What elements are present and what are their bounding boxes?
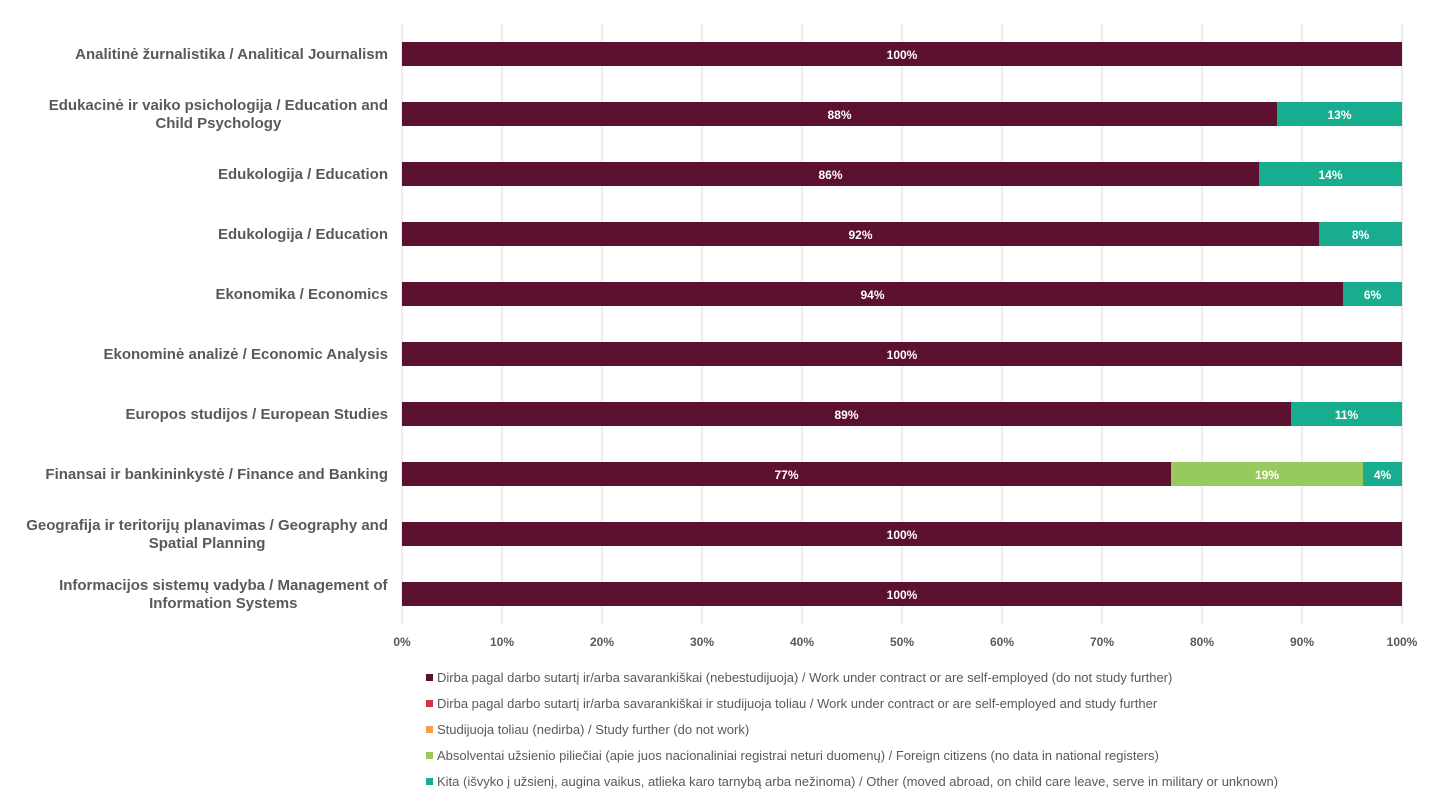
bar-segment xyxy=(1259,162,1402,186)
bar-segment xyxy=(402,522,1402,546)
x-axis-ticks: 0% 10% 20% 30% 40% 50% 60% 70% 80% 90% 100% xyxy=(393,635,1417,649)
bar-segment xyxy=(1319,222,1402,246)
x-tick-label: 20% xyxy=(590,635,614,649)
legend-swatch xyxy=(426,673,433,681)
legend-swatch xyxy=(426,751,433,759)
x-tick-label: 70% xyxy=(1090,635,1114,649)
data-label: 8% xyxy=(1352,228,1370,242)
bar-segment xyxy=(402,462,1171,486)
data-label: 92% xyxy=(848,228,872,242)
bars xyxy=(402,42,1402,606)
category-label: Ekonominė analizė / Economic Analysis xyxy=(103,346,388,363)
data-label: 86% xyxy=(818,168,842,182)
data-label: 100% xyxy=(887,348,918,362)
category-label: Edukacinė ir vaiko psichologija / Educat… xyxy=(49,97,388,132)
bar-segment xyxy=(402,282,1343,306)
bar-segment xyxy=(402,222,1319,246)
x-tick-label: 40% xyxy=(790,635,814,649)
legend-item: Studijuoja toliau (nedirba) / Study furt… xyxy=(426,716,1278,742)
data-label: 4% xyxy=(1374,468,1392,482)
legend-swatch xyxy=(426,777,433,785)
bar-segment xyxy=(402,342,1402,366)
bar-segment xyxy=(1291,402,1402,426)
stacked-bar-chart: 100% 88% 13% 86% 14% 92% 8% 94% 6% 100% 89% 11% 77% 1… xyxy=(26,24,1418,649)
category-label: Finansai ir bankininkystė / Finance and … xyxy=(45,466,388,483)
legend-label: Dirba pagal darbo sutartį ir/arba savara… xyxy=(437,695,1158,711)
segment-labels: 100% 88% 13% 86% 14% 92% 8% 94% 6% 100% 89% 11% 77% 1… xyxy=(774,48,1391,602)
data-label: 89% xyxy=(834,408,858,422)
bar-segment xyxy=(402,582,1402,606)
data-label: 11% xyxy=(1335,408,1359,422)
legend-label: Kita (išvyko į užsienį, augina vaikus, a… xyxy=(437,773,1279,789)
x-tick-label: 90% xyxy=(1290,635,1314,649)
category-label: Edukologija / Education xyxy=(218,166,388,183)
category-label: Geografija ir teritorijų planavimas / Ge… xyxy=(26,517,388,552)
x-tick-label: 80% xyxy=(1190,635,1214,649)
category-label: Ekonomika / Economics xyxy=(215,286,388,303)
category-label: Analitinė žurnalistika / Analitical Jour… xyxy=(75,46,388,63)
legend-item: Absolventai užsienio piliečiai (apie juo… xyxy=(426,742,1278,768)
legend-label: Studijuoja toliau (nedirba) / Study furt… xyxy=(437,721,750,737)
bar-segment xyxy=(402,102,1277,126)
x-tick-label: 0% xyxy=(393,635,411,649)
data-label: 14% xyxy=(1318,168,1342,182)
legend-swatch xyxy=(426,699,433,707)
data-label: 77% xyxy=(774,468,798,482)
data-label: 100% xyxy=(887,528,918,542)
x-tick-label: 60% xyxy=(990,635,1014,649)
legend-item: Dirba pagal darbo sutartį ir/arba savara… xyxy=(426,690,1278,716)
bar-segment xyxy=(1277,102,1402,126)
bar-segment xyxy=(402,402,1291,426)
category-label: Informacijos sistemų vadyba / Management… xyxy=(59,577,388,612)
x-tick-label: 50% xyxy=(890,635,914,649)
bar-segment xyxy=(402,162,1259,186)
x-tick-label: 100% xyxy=(1387,635,1418,649)
data-label: 100% xyxy=(887,588,918,602)
data-label: 19% xyxy=(1255,468,1279,482)
category-labels: Analitinė žurnalistika / Analitical Jour… xyxy=(26,46,388,612)
legend-item: Kita (išvyko į užsienį, augina vaikus, a… xyxy=(426,768,1278,794)
category-label: Europos studijos / European Studies xyxy=(125,406,388,423)
data-label: 13% xyxy=(1327,108,1351,122)
bar-segment xyxy=(402,42,1402,66)
data-label: 94% xyxy=(860,288,884,302)
x-tick-label: 30% xyxy=(690,635,714,649)
data-label: 100% xyxy=(887,48,918,62)
category-label: Edukologija / Education xyxy=(218,226,388,243)
bar-segment xyxy=(1363,462,1402,486)
data-label: 88% xyxy=(827,108,851,122)
bar-segment xyxy=(1171,462,1363,486)
legend-item: Dirba pagal darbo sutartį ir/arba savara… xyxy=(426,664,1278,690)
data-label: 6% xyxy=(1364,288,1382,302)
x-tick-label: 10% xyxy=(490,635,514,649)
bar-segment xyxy=(1343,282,1402,306)
legend: Dirba pagal darbo sutartį ir/arba savara… xyxy=(426,664,1278,794)
legend-swatch xyxy=(426,725,433,733)
legend-label: Dirba pagal darbo sutartį ir/arba savara… xyxy=(437,669,1173,685)
legend-label: Absolventai užsienio piliečiai (apie juo… xyxy=(437,747,1159,763)
